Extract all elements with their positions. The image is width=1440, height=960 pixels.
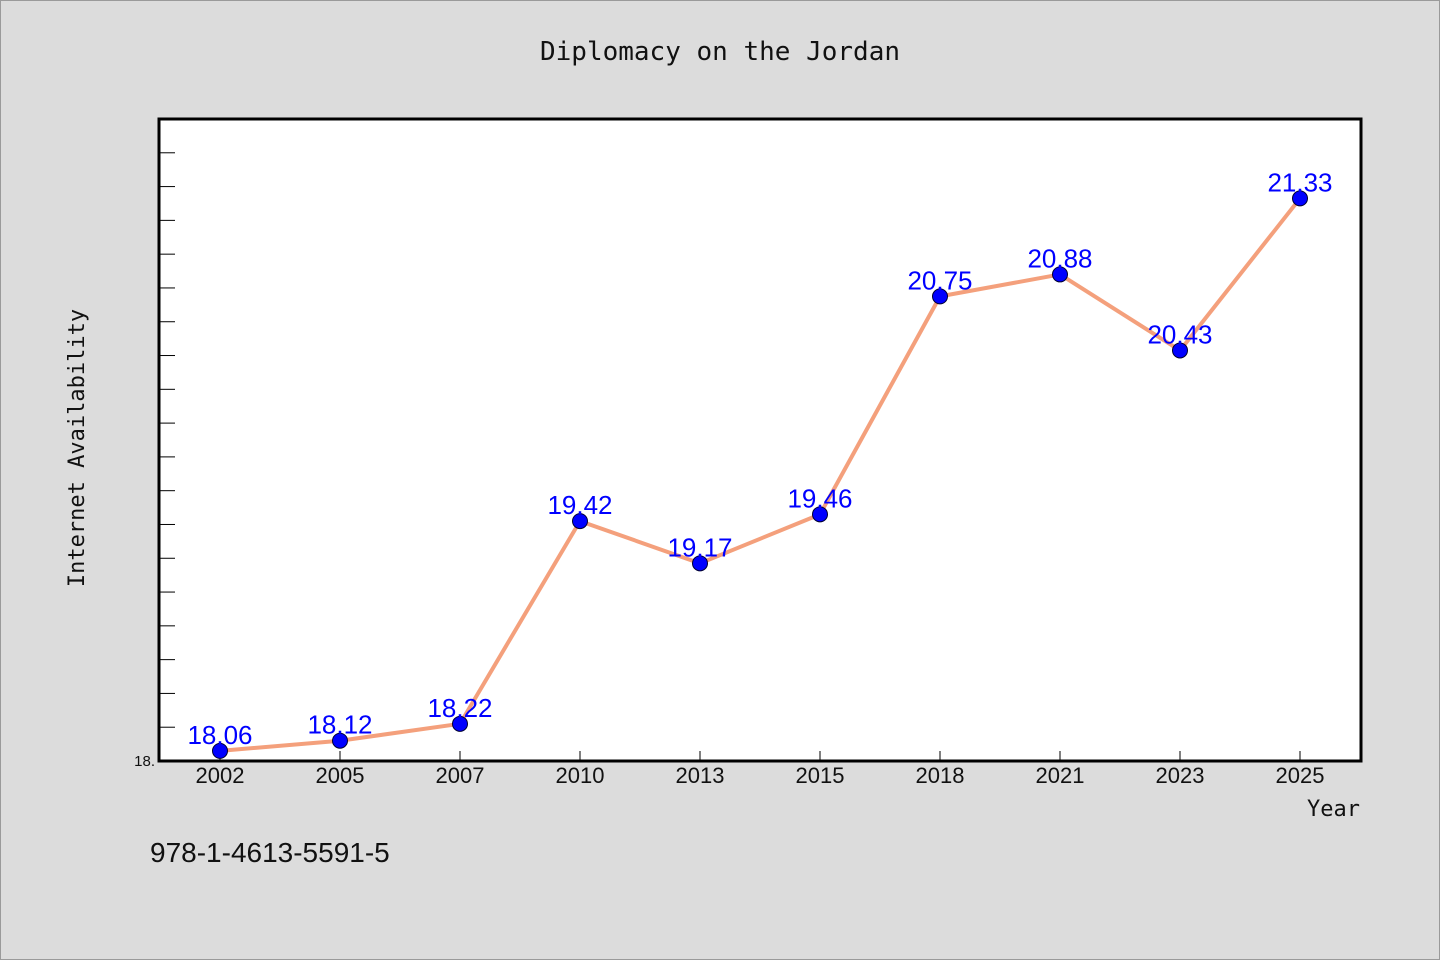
x-tick-label: 2023 [1156, 763, 1205, 788]
data-label: 20.75 [907, 265, 972, 295]
data-point [332, 732, 348, 749]
x-tick-label: 2005 [316, 763, 365, 788]
data-point [572, 513, 588, 530]
chart-title: Diplomacy on the Jordan [540, 37, 900, 67]
data-label: 18.22 [427, 693, 492, 723]
x-tick-label: 2018 [916, 763, 965, 788]
data-label: 18.06 [187, 720, 252, 750]
data-point [212, 742, 228, 759]
y-axis-ticks [159, 152, 175, 728]
x-tick-label: 2010 [556, 763, 605, 788]
data-label: 21.33 [1267, 167, 1332, 197]
x-axis-label: Year [1307, 797, 1360, 822]
data-point [1172, 342, 1188, 359]
y-axis-label: Internet Availability [65, 309, 90, 587]
x-tick-label: 2007 [436, 763, 485, 788]
data-point [812, 506, 828, 523]
data-point [1052, 266, 1068, 283]
x-tick-label: 2025 [1276, 763, 1325, 788]
x-tick-label: 2002 [196, 763, 245, 788]
data-point [1292, 190, 1308, 207]
isbn-text: 978-1-4613-5591-5 [150, 837, 390, 868]
data-label: 19.17 [667, 532, 732, 562]
data-labels: 18.06 18.12 18.22 19.42 19.17 19.46 20.75 20.88… [187, 167, 1332, 749]
data-markers [212, 190, 1308, 759]
x-tick-label: 2021 [1036, 763, 1085, 788]
data-label: 20.43 [1147, 319, 1212, 349]
data-point [452, 715, 468, 732]
plot-area [157, 117, 1363, 763]
data-point [932, 288, 948, 305]
data-label: 18.12 [307, 710, 372, 740]
data-label: 19.42 [547, 490, 612, 520]
data-label: 19.46 [787, 483, 852, 513]
x-axis-tick-labels: 2002 2005 2007 2010 2013 2015 2018 2021 2023 2025 [196, 763, 1325, 788]
series-line [219, 197, 1302, 753]
x-tick-label: 2015 [796, 763, 845, 788]
x-tick-label: 2013 [676, 763, 725, 788]
data-label: 20.88 [1027, 243, 1092, 273]
y-tick-label: 18. [134, 753, 155, 770]
data-point [692, 555, 708, 572]
